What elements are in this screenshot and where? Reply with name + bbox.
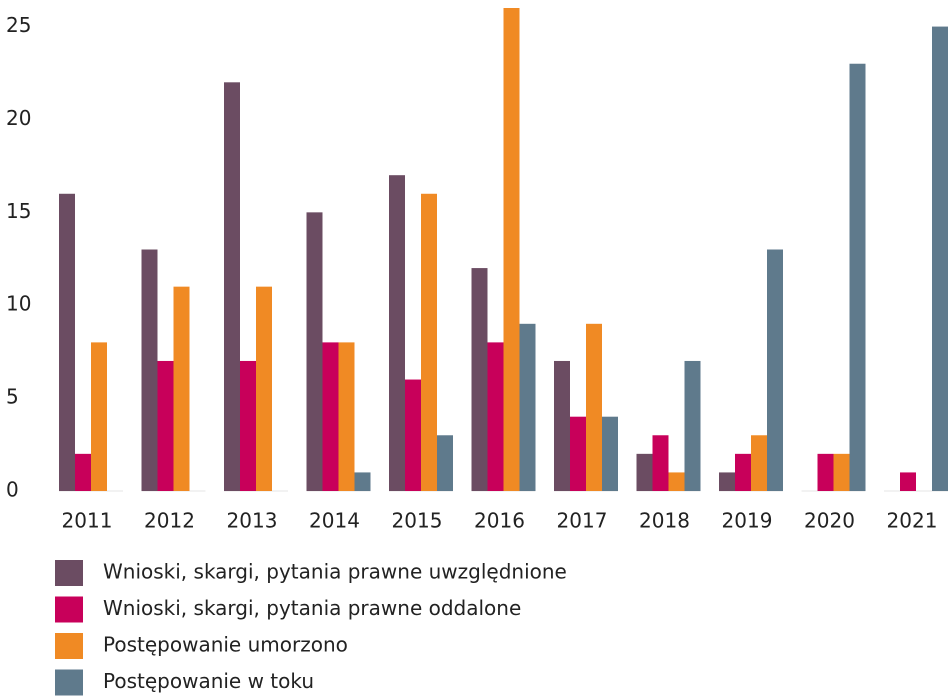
legend-label: Wnioski, skargi, pytania prawne uwzględn… (103, 560, 567, 584)
legend-swatch (55, 633, 83, 659)
bar (141, 249, 158, 491)
bar (471, 268, 488, 491)
legend-label: Wnioski, skargi, pytania prawne oddalone (103, 596, 521, 620)
bar (421, 193, 437, 491)
x-tick-label: 2016 (474, 509, 525, 533)
bar (322, 342, 339, 491)
bar (636, 453, 653, 491)
bar (652, 435, 669, 491)
bar (224, 82, 240, 492)
y-tick-label: 15 (6, 199, 31, 223)
x-tick-label: 2019 (722, 509, 773, 533)
bar (849, 63, 866, 491)
bar (751, 435, 767, 491)
bar (306, 212, 323, 491)
bar (405, 379, 421, 491)
bar (570, 416, 586, 491)
bar (554, 360, 570, 491)
bar (173, 286, 190, 491)
x-tick-label: 2011 (62, 509, 113, 533)
bar (684, 360, 701, 491)
x-tick-label: 2015 (392, 509, 443, 533)
legend-swatch (55, 669, 83, 696)
y-tick-label: 5 (6, 385, 19, 409)
y-tick-label: 0 (6, 478, 19, 502)
bar (91, 342, 107, 491)
bar (157, 360, 174, 491)
bar (256, 286, 272, 491)
bar (487, 342, 504, 491)
x-tick-label: 2017 (557, 509, 608, 533)
bar (586, 323, 602, 491)
x-tick-label: 2013 (227, 509, 278, 533)
legend-swatch (55, 596, 83, 623)
y-tick-label: 10 (6, 292, 31, 316)
bar (767, 249, 783, 491)
x-tick-label: 2018 (639, 509, 690, 533)
bar (602, 416, 618, 491)
bar (503, 8, 520, 491)
bar (59, 193, 75, 491)
bar (240, 360, 256, 491)
bar (519, 323, 536, 491)
bar (389, 175, 405, 491)
bar (668, 472, 685, 491)
y-tick-label: 20 (6, 106, 31, 130)
bar (817, 453, 834, 491)
x-tick-label: 2021 (887, 509, 938, 533)
bar (735, 453, 751, 491)
bar (833, 453, 850, 491)
bar (932, 26, 948, 491)
legend-swatch (55, 560, 83, 586)
legend-label: Postępowanie w toku (103, 669, 314, 693)
y-tick-label: 25 (6, 13, 31, 37)
bar (338, 342, 355, 491)
x-tick-label: 2012 (144, 509, 195, 533)
x-tick-label: 2014 (309, 509, 360, 533)
x-tick-label: 2020 (804, 509, 855, 533)
bar (719, 472, 735, 491)
bar (437, 435, 453, 491)
bar (75, 453, 91, 491)
legend-label: Postępowanie umorzono (103, 633, 348, 657)
bar (354, 472, 371, 491)
bar (900, 472, 916, 491)
